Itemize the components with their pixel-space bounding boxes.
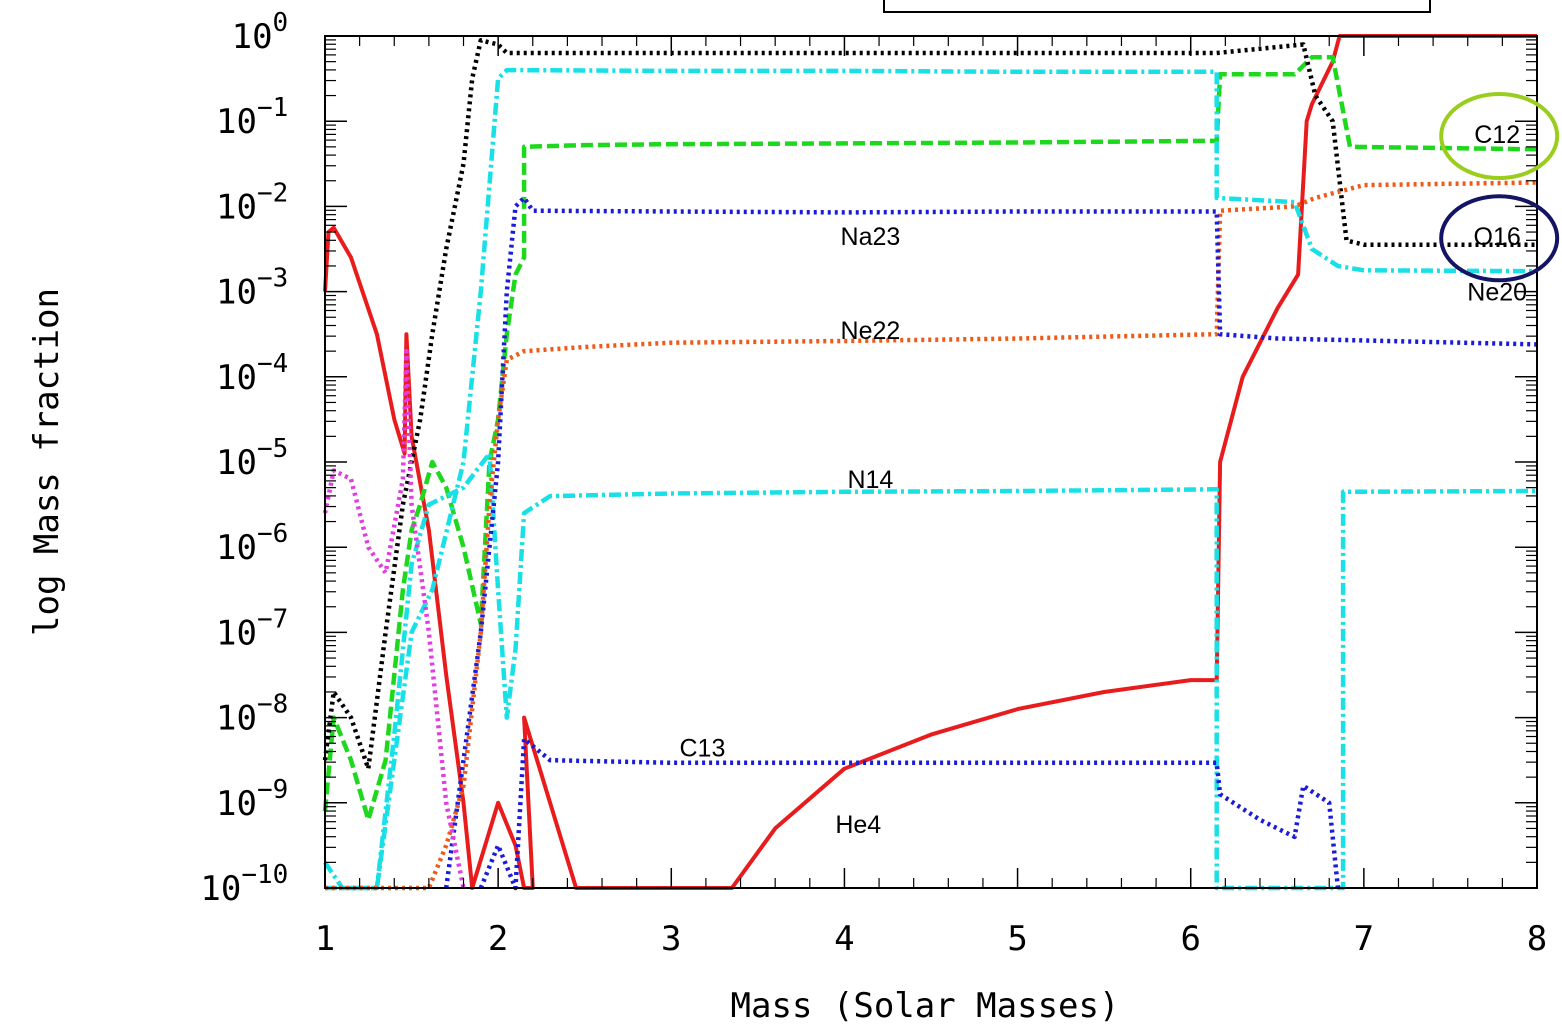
series-line-ne22 <box>325 180 1538 891</box>
series-line-n14 <box>325 451 1538 891</box>
series-line-ne20 <box>323 67 1538 891</box>
x-tick-label: 8 <box>1527 919 1547 959</box>
highlight-circle-c12 <box>1439 91 1560 180</box>
y-tick-label: 10−9 <box>216 775 288 824</box>
y-tick-label: 10−3 <box>216 264 288 313</box>
y-tick-label: 10−6 <box>216 519 288 568</box>
x-tick-label: 5 <box>1007 919 1027 959</box>
y-tick-label: 10−1 <box>216 93 288 142</box>
series-label-n14: N14 <box>847 466 893 494</box>
series-label-c13: C13 <box>680 734 726 762</box>
x-tick-label: 7 <box>1354 919 1374 959</box>
x-tick-label: 2 <box>488 919 508 959</box>
y-tick-label: 10−2 <box>216 178 288 227</box>
y-tick-label: 10−7 <box>216 604 288 653</box>
y-tick-label: 10−4 <box>216 349 288 398</box>
series-label-c12: C12 <box>1474 121 1520 149</box>
series-label-na23: Na23 <box>841 223 901 251</box>
y-tick-label: 10−5 <box>216 434 288 483</box>
series-line-he4 <box>323 34 1537 890</box>
series-label-ne20: Ne20 <box>1467 279 1527 307</box>
series-label-o16: O16 <box>1474 223 1521 251</box>
series-line-c13 <box>478 736 1341 891</box>
series-line-c12 <box>322 55 1538 823</box>
y-tick-label: 10−10 <box>200 860 288 909</box>
x-tick-label: 4 <box>834 919 854 959</box>
annotations-layer <box>1439 91 1560 283</box>
highlight-circle-o16 <box>1439 194 1560 283</box>
series-label-ne22: Ne22 <box>841 317 901 345</box>
y-tick-label: 100 <box>232 8 289 57</box>
y-tick-label: 10−8 <box>216 690 288 739</box>
series-line-na23 <box>443 195 1538 889</box>
labels-layer: Na23 Ne22 N14 C13 He4 C12 O16 Ne20 <box>680 121 1528 839</box>
legend-box <box>883 0 1431 13</box>
x-tick-label: 6 <box>1180 919 1200 959</box>
series-label-he4: He4 <box>835 811 881 839</box>
axes-layer: 1 2 3 4 5 6 7 8 100 10−1 10−2 10−3 10−4 10−5 10−6 10−7 1… <box>200 8 1547 959</box>
series-line-unlabeled-8 <box>322 348 466 889</box>
series-line-o16 <box>322 38 1537 771</box>
x-tick-label: 3 <box>661 919 681 959</box>
x-tick-label: 1 <box>315 919 335 959</box>
y-axis-label: log Mass fraction <box>27 288 67 636</box>
series-layer <box>322 34 1538 891</box>
x-axis-label: Mass (Solar Masses) <box>731 986 1120 1026</box>
